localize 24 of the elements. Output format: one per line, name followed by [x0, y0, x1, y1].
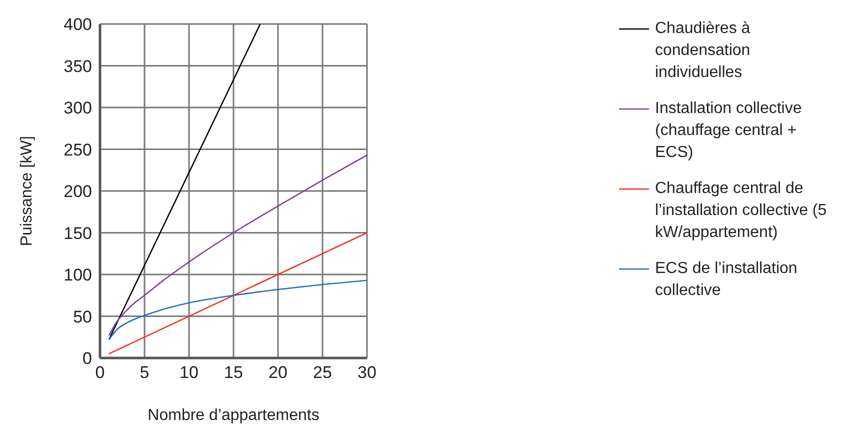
- legend-label: Chauffage central de l’installation collective (5 kW/appartement): [655, 179, 828, 243]
- x-tick-label: 5: [140, 363, 150, 382]
- y-tick-label: 300: [64, 98, 92, 118]
- x-tick-label: 30: [358, 363, 376, 382]
- x-tick-label: 15: [224, 363, 243, 382]
- y-tick-label: 350: [64, 56, 92, 76]
- line-series: [108, 154, 367, 336]
- y-tick-label: 50: [73, 307, 92, 326]
- y-tick-label: 250: [64, 140, 92, 160]
- y-tick-label: 0: [82, 349, 92, 368]
- x-tick-label: 20: [268, 363, 288, 382]
- y-tick-label: 150: [64, 224, 92, 243]
- x-tick-label: 0: [95, 363, 105, 382]
- y-axis-title: Puissance [kW]: [18, 136, 36, 246]
- y-tick-label: 100: [64, 266, 92, 285]
- line-series: [108, 280, 367, 340]
- legend-label: Chaudières à condensation individuelles: [655, 19, 752, 83]
- x-axis-title: Nombre d’appartements: [148, 407, 320, 424]
- legend-label: ECS de l’installation collective: [655, 259, 798, 301]
- y-tick-label: 400: [64, 15, 92, 34]
- y-tick-label: 200: [64, 182, 92, 202]
- x-tick-label: 25: [313, 363, 332, 382]
- x-tick-label: 10: [180, 363, 198, 382]
- legend-label: Installation collective (chauffage central + ECS): [655, 99, 803, 163]
